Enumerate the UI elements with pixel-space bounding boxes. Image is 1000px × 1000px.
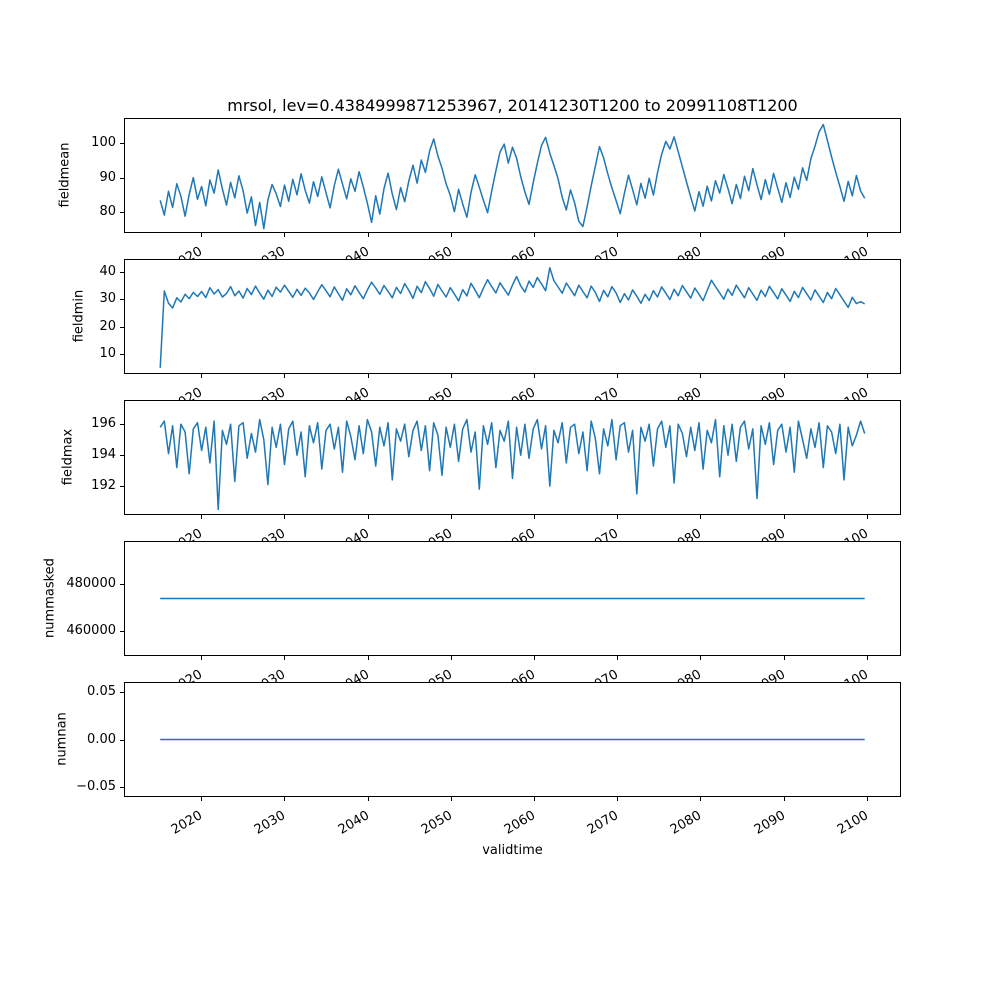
xtick-mark [368,656,369,660]
xtick-mark [534,374,535,378]
xtick-mark [201,233,202,237]
xtick-mark [784,656,785,660]
ylabel-nummasked: nummasked [42,558,58,638]
axes-fieldmean [124,118,901,233]
fieldmin-line [159,266,866,368]
ylabel-fieldmin: fieldmin [71,289,87,343]
xtick-mark [784,797,785,801]
fieldmean-line [159,123,866,230]
axes-nummasked [124,541,901,656]
fieldmin-plot [159,266,866,368]
ytick-label: 480000 [66,576,116,591]
xtick-mark [534,656,535,660]
xtick-mark [451,515,452,519]
nummasked-plot [160,597,865,600]
xtick-mark [617,797,618,801]
ylabel-fieldmean: fieldmean [57,142,73,208]
ytick-label: 10 [99,346,116,361]
xtick-mark [784,374,785,378]
xtick-mark [700,233,701,237]
xtick-mark [284,515,285,519]
xtick-mark [700,797,701,801]
xtick-mark [617,656,618,660]
xtick-mark [700,374,701,378]
xtick-mark [867,233,868,237]
xtick-mark [617,515,618,519]
ylabel-fieldmax: fieldmax [60,428,76,486]
xtick-mark [534,515,535,519]
ytick-label: 460000 [66,623,116,638]
ytick-label: 40 [99,264,116,279]
ytick-label: 20 [99,319,116,334]
xtick-mark [534,233,535,237]
xtick-mark [867,656,868,660]
numnan-plot [160,738,865,741]
xtick-mark [451,797,452,801]
fieldmax-line [159,418,866,511]
xtick-mark [784,233,785,237]
xtick-mark [201,515,202,519]
xtick-mark [368,233,369,237]
ytick-label: 30 [99,291,116,306]
ytick-label: −0.05 [76,779,116,794]
ytick-label: 0.05 [87,684,116,699]
xtick-mark [617,233,618,237]
xtick-mark [784,515,785,519]
axes-numnan [124,682,901,797]
xtick-mark [284,797,285,801]
axes-fieldmax [124,400,901,515]
xtick-mark [284,656,285,660]
xtick-mark [617,374,618,378]
chart-title: mrsol, lev=0.4384999871253967, 20141230T… [227,96,798,115]
xtick-mark [867,515,868,519]
xtick-mark [700,515,701,519]
axes-fieldmin [124,259,901,374]
xtick-mark [867,374,868,378]
xtick-mark [534,797,535,801]
ylabel-numnan: numnan [54,712,70,766]
xtick-mark [368,797,369,801]
xtick-mark [368,374,369,378]
xtick-mark [201,656,202,660]
xtick-mark [284,374,285,378]
xtick-mark [700,656,701,660]
xtick-mark [451,656,452,660]
xtick-mark [867,797,868,801]
xtick-mark [201,797,202,801]
xtick-mark [284,233,285,237]
xtick-mark [201,374,202,378]
fieldmax-plot [159,418,866,511]
xtick-mark [368,515,369,519]
xtick-mark [451,374,452,378]
fieldmean-plot [159,123,866,230]
xlabel: validtime [482,843,543,858]
xtick-mark [451,233,452,237]
